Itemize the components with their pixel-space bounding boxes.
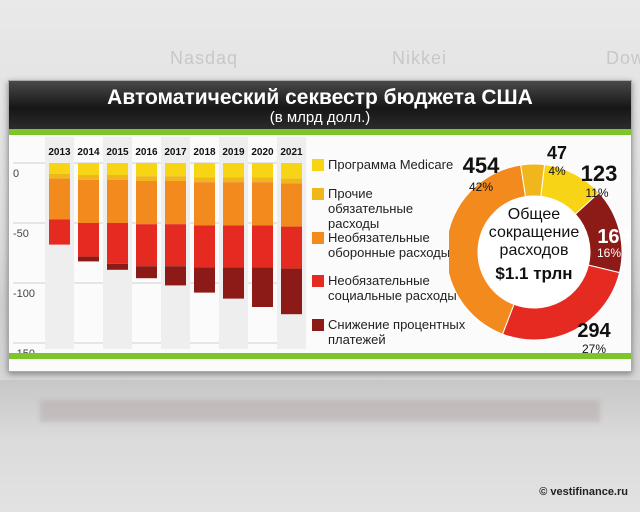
- legend-swatch-interest: [312, 319, 324, 331]
- slice-percent-label: 27%: [582, 342, 606, 353]
- bar-segment: [107, 263, 128, 270]
- bar-segment: [252, 267, 273, 307]
- slice-value-label: 169: [597, 226, 630, 248]
- bar-segment: [107, 163, 128, 175]
- bar-segment: [252, 163, 273, 178]
- donut-center-text: сокращение: [489, 224, 580, 241]
- x-tick-label: 2016: [135, 147, 158, 158]
- x-tick-label: 2021: [280, 147, 303, 158]
- donut-hole: [479, 197, 589, 307]
- y-tick-label: -50: [13, 228, 29, 240]
- legend-label-social: Необязательные социальные расходы: [328, 273, 457, 303]
- x-tick-label: 2018: [193, 147, 216, 158]
- donut-center-text: расходов: [500, 242, 569, 259]
- bar-segment: [78, 163, 99, 175]
- bar-segment: [281, 163, 302, 179]
- bar-segment: [252, 177, 273, 183]
- bar-segment: [165, 266, 186, 286]
- slice-value-label: 123: [581, 161, 618, 186]
- header-bar: Автоматический секвестр бюджета США (в м…: [9, 81, 631, 129]
- bar-segment: [223, 225, 244, 268]
- x-tick-label: 2014: [77, 147, 100, 158]
- slice-percent-label: 4%: [548, 164, 566, 178]
- y-tick-label: 0: [13, 168, 19, 180]
- bar-segment: [136, 163, 157, 177]
- legend-label-defense: Необязательные оборонные расходы: [328, 230, 451, 260]
- donut-slice: [449, 164, 527, 335]
- bar-segment: [281, 178, 302, 184]
- bar-segment: [223, 177, 244, 183]
- donut-slice: [520, 163, 546, 198]
- bar-segment: [165, 181, 186, 225]
- bar-segment: [49, 163, 70, 174]
- x-tick-label: 2013: [48, 147, 71, 158]
- legend-label-medicare: Программа Medicare: [328, 157, 454, 172]
- bar-segment: [136, 181, 157, 225]
- footer-accent-line: [9, 353, 631, 359]
- x-tick-label: 2015: [106, 147, 129, 158]
- bar-segment: [194, 182, 215, 226]
- bg-ticker-nikkei: Nikkei: [392, 48, 448, 68]
- bar-segment: [78, 175, 99, 180]
- background-blur-strip: [40, 400, 600, 422]
- bar-segment: [194, 225, 215, 268]
- bar-segment: [194, 267, 215, 293]
- bar-segment: [165, 224, 186, 267]
- bar-segment: [252, 225, 273, 268]
- bar-segment: [49, 173, 70, 179]
- slice-percent-label: 42%: [469, 180, 493, 194]
- legend-label-other-mandatory: Прочие обязательные расходы: [328, 186, 414, 231]
- bar-segment: [252, 182, 273, 226]
- bg-ticker-dow: Dow: [606, 48, 640, 68]
- stacked-bar-chart: 0 -50 -100 -150 2013 2014 2015 2016 2017 2018 2019…: [13, 137, 306, 353]
- legend-swatch-defense: [312, 232, 324, 244]
- donut-center-text: Общее: [508, 206, 560, 223]
- bar-segment: [136, 266, 157, 279]
- bar-segment: [281, 226, 302, 269]
- bar-segment: [136, 224, 157, 267]
- x-tick-label: 2019: [222, 147, 245, 158]
- y-tick-label: -100: [13, 288, 35, 300]
- bar-segment: [223, 182, 244, 226]
- x-tick-label: 2020: [251, 147, 274, 158]
- bar-segment: [223, 267, 244, 299]
- bar-segment: [107, 223, 128, 264]
- bar-segment: [281, 268, 302, 315]
- bar-segment: [107, 175, 128, 180]
- x-tick-label: 2017: [164, 147, 187, 158]
- bar-segment: [194, 177, 215, 183]
- slice-value-label: 454: [463, 153, 500, 178]
- slice-value-label: 47: [547, 143, 567, 163]
- bar-segment: [136, 176, 157, 181]
- legend-swatch-other-mandatory: [312, 188, 324, 200]
- bar-segment: [49, 178, 70, 220]
- slice-percent-label: 11%: [585, 186, 608, 200]
- slice-value-label: 294: [577, 320, 611, 342]
- bar-segment: [49, 219, 70, 245]
- bar-segment: [78, 179, 99, 223]
- legend-swatch-social: [312, 275, 324, 287]
- bar-segment: [78, 223, 99, 257]
- chart-subtitle: (в млрд долл.): [269, 109, 371, 126]
- bar-segment: [165, 176, 186, 181]
- copyright: © vestifinance.ru: [539, 486, 628, 498]
- donut-center-text: $1.1 трлн: [495, 264, 572, 283]
- y-tick-label: -150: [13, 348, 35, 353]
- bar-segment: [281, 183, 302, 227]
- bar-segment: [107, 179, 128, 223]
- bar-segment: [194, 163, 215, 178]
- chart-title: Автоматический секвестр бюджета США: [107, 86, 533, 109]
- header-accent-line: [9, 129, 631, 135]
- bg-ticker-nasdaq: Nasdaq: [170, 48, 239, 68]
- legend-label-interest: Снижение процентных платежей: [328, 317, 466, 347]
- slice-percent-label: 16%: [597, 246, 621, 260]
- bar-segment: [78, 256, 99, 262]
- bar-segment: [165, 163, 186, 177]
- background-blur: [0, 380, 640, 440]
- legend-swatch-medicare: [312, 159, 324, 171]
- bar-segment: [223, 163, 244, 178]
- infographic-panel: Автоматический секвестр бюджета США (в м…: [8, 80, 632, 372]
